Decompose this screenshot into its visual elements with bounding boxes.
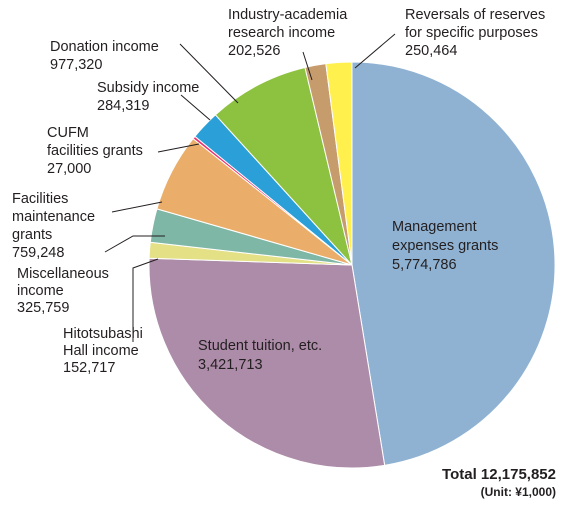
leader-line [132, 258, 159, 342]
pie-slices [148, 61, 556, 469]
slice-label: CUFM facilities grants 27,000 [47, 125, 143, 177]
slice-label: Subsidy income 284,319 [97, 80, 199, 114]
slice-label: Donation income 977,320 [50, 39, 159, 73]
leader-lines [104, 33, 396, 342]
pie-slice [351, 61, 556, 466]
slice-labels: Management expenses grants 5,774,786 Studen… [12, 7, 545, 376]
slice-label: Reversals of reserves for specific purpos… [405, 7, 545, 59]
leader-line [111, 201, 163, 213]
total-block: Total 12,175,852 (Unit: ¥1,000) [442, 466, 556, 499]
total-label: Total 12,175,852 [442, 466, 556, 483]
unit-label: (Unit: ¥1,000) [480, 485, 556, 499]
pie-slice [214, 66, 353, 266]
leader-line [354, 33, 396, 69]
slice-label: Miscellaneous income 325,759 [17, 266, 109, 316]
leader-line [179, 43, 239, 104]
leader-line [104, 235, 165, 253]
slice-label: Industry-academia research income 202,526 [228, 7, 348, 59]
slice-label: Facilities maintenance grants 759,248 [12, 191, 95, 261]
slice-label: Student tuition, etc. 3,421,713 [198, 338, 322, 373]
slice-label: Hitotsubashi Hall income 152,717 [63, 326, 143, 376]
leader-line [180, 94, 211, 121]
pie-slice [148, 257, 386, 469]
slice-label: Management expenses grants 5,774,786 [392, 219, 498, 273]
pie-slice [325, 61, 353, 266]
leader-line [302, 51, 313, 81]
leader-line [157, 143, 200, 153]
